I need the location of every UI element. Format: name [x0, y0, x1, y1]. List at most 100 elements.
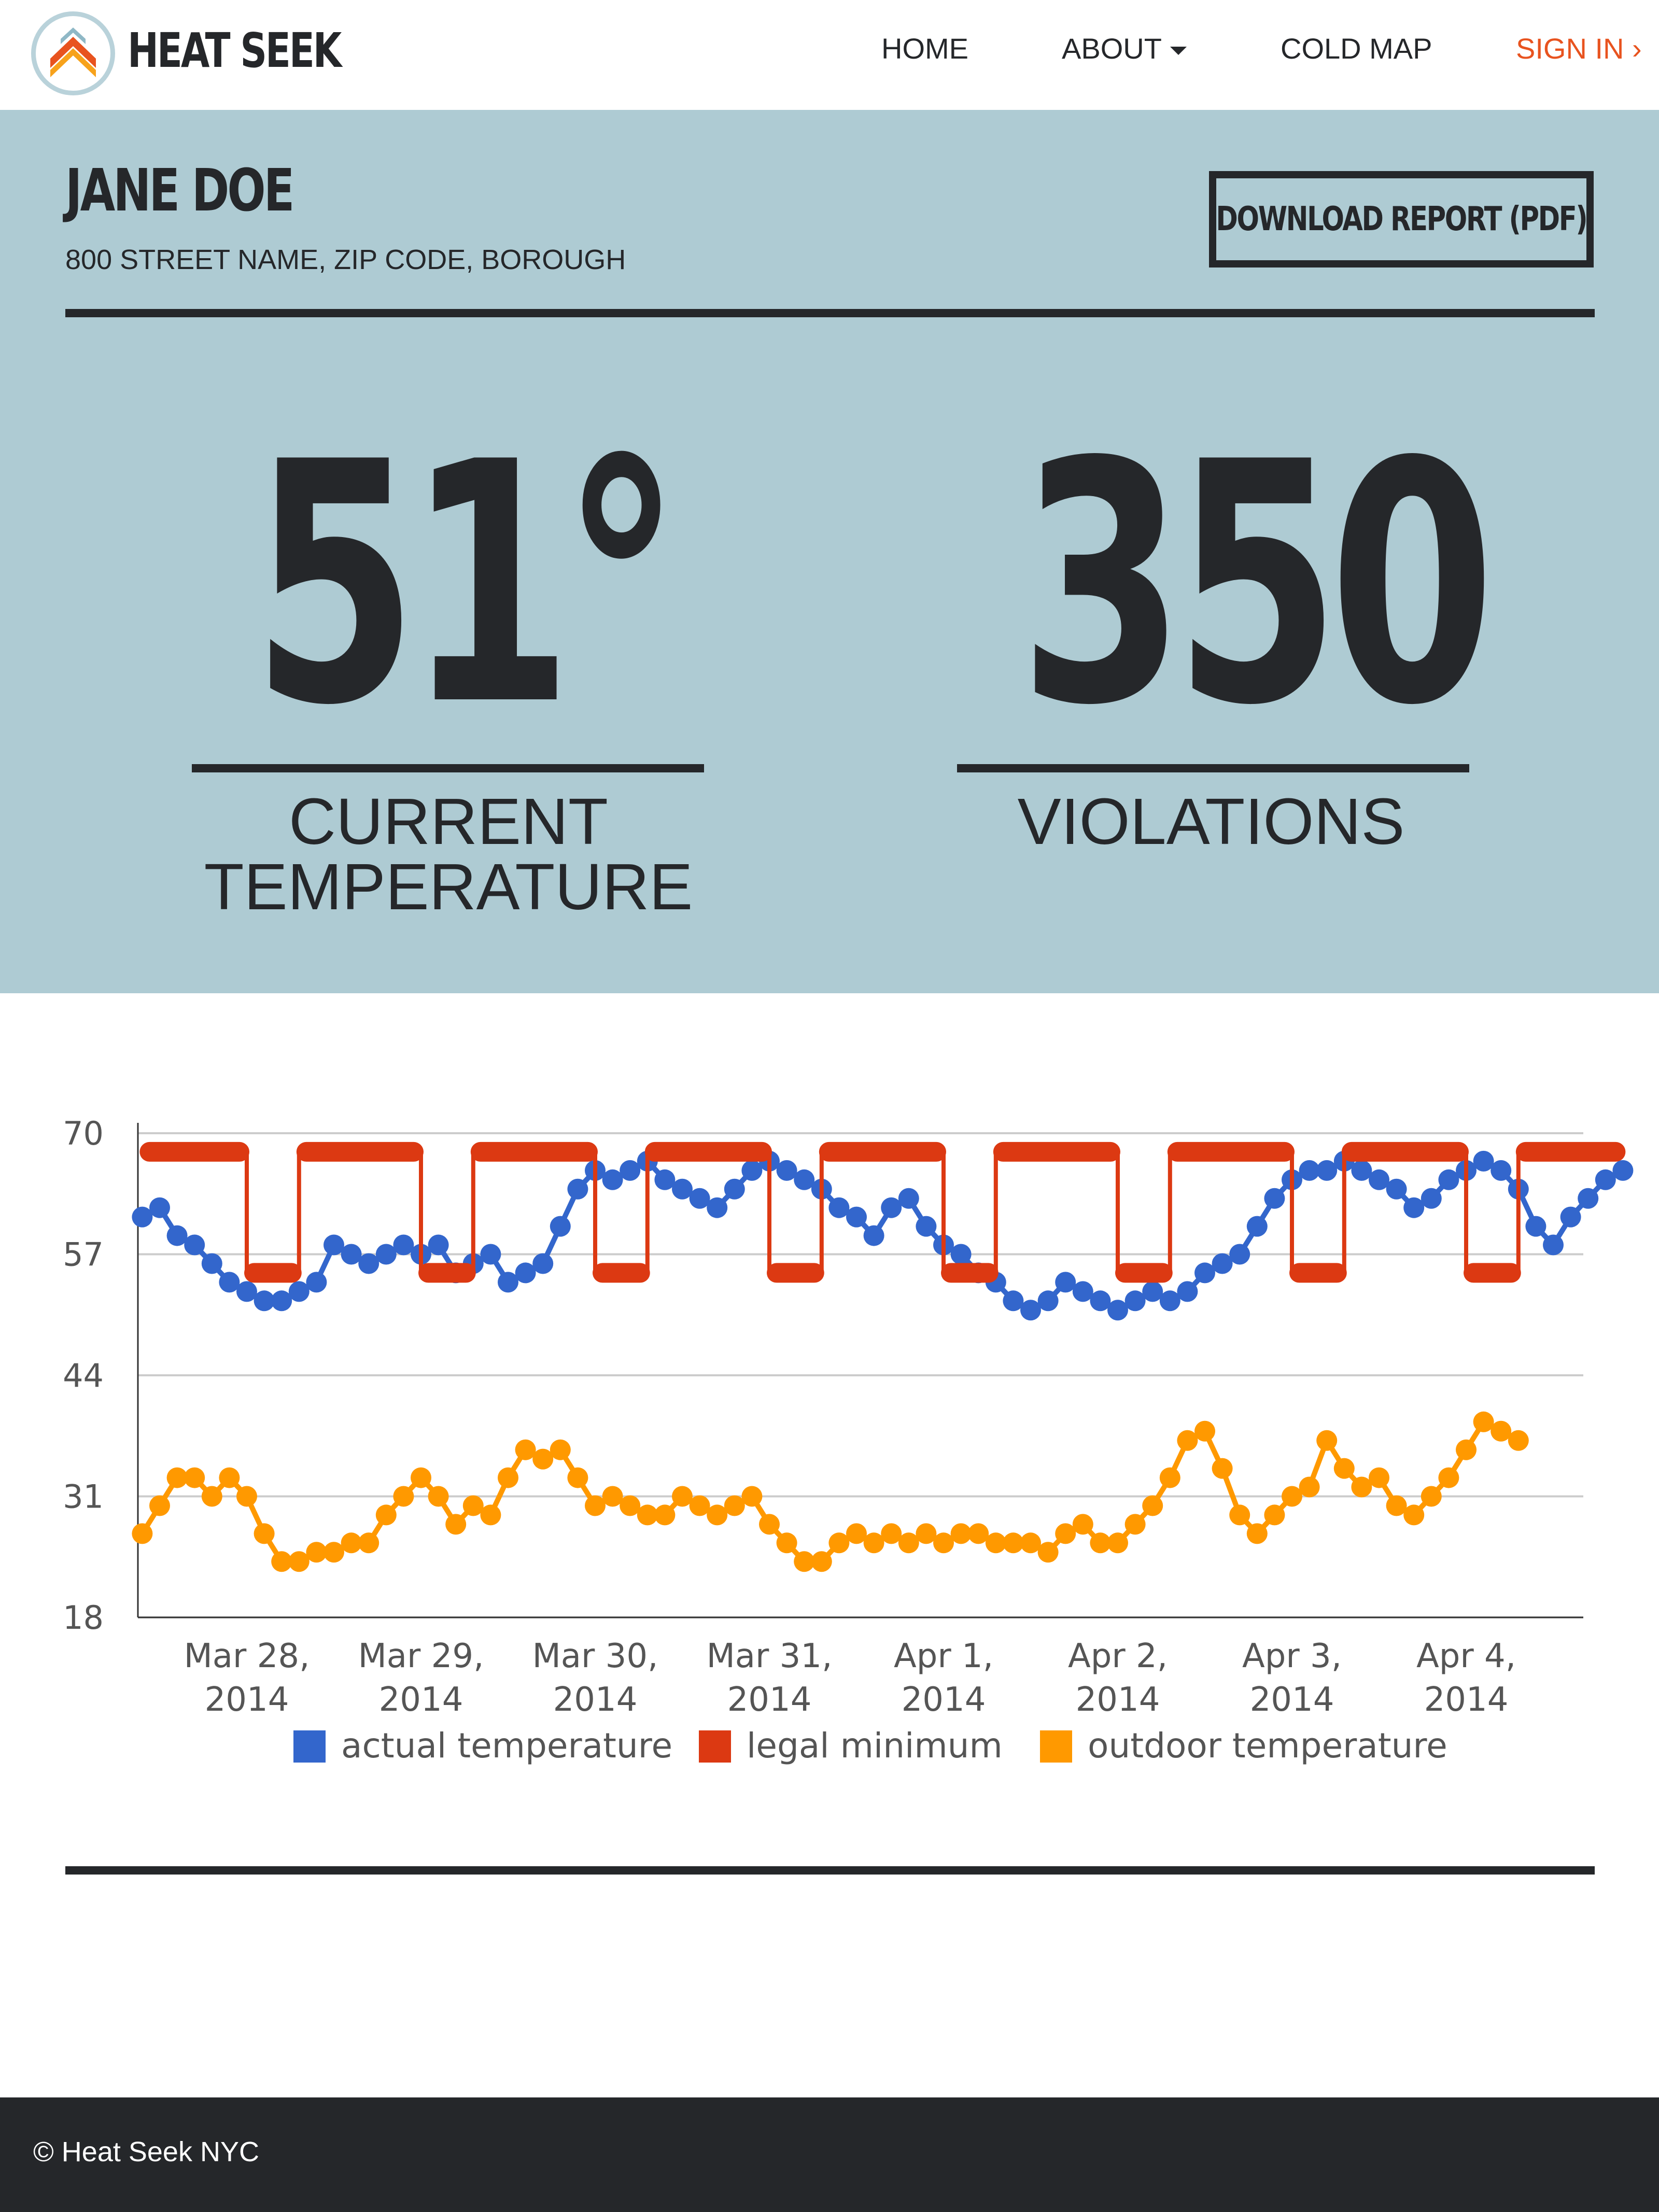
data-point	[515, 1262, 536, 1284]
x-tick-label: 2014	[553, 1681, 638, 1719]
data-point	[950, 1244, 972, 1265]
data-point	[132, 1206, 153, 1228]
data-point	[393, 1234, 414, 1256]
data-point	[776, 1532, 797, 1554]
data-point	[724, 1178, 745, 1200]
data-point	[1090, 1290, 1111, 1312]
data-point	[689, 1188, 710, 1209]
data-point	[462, 1495, 484, 1516]
data-point	[1246, 1523, 1268, 1544]
data-point	[1124, 1290, 1146, 1312]
data-point	[1282, 1486, 1302, 1507]
x-tick-label: 2014	[727, 1681, 812, 1719]
data-point	[1473, 1150, 1494, 1172]
data-point	[358, 1532, 379, 1554]
heat-seek-logo-icon[interactable]	[31, 11, 115, 95]
data-point	[1456, 1439, 1477, 1460]
x-tick-label: Apr 2,	[1068, 1637, 1168, 1675]
x-tick-label: Mar 31,	[707, 1637, 833, 1675]
y-tick-label: 18	[63, 1599, 104, 1637]
data-point	[741, 1486, 763, 1507]
data-point	[933, 1532, 954, 1554]
data-point	[166, 1467, 188, 1488]
data-point	[672, 1486, 693, 1507]
x-tick-label: Mar 28,	[184, 1637, 310, 1675]
data-point	[1491, 1160, 1512, 1181]
data-point	[306, 1272, 327, 1293]
footer-copyright: © Heat Seek NYC	[33, 2136, 259, 2167]
data-point	[1264, 1188, 1285, 1209]
data-point	[149, 1197, 170, 1218]
data-point	[1142, 1495, 1163, 1516]
data-point	[550, 1216, 571, 1237]
data-point	[1194, 1262, 1215, 1284]
x-tick-label: Apr 3,	[1242, 1637, 1342, 1675]
data-point	[1421, 1486, 1442, 1507]
data-point	[1212, 1253, 1233, 1274]
data-point	[1107, 1300, 1128, 1321]
legend-label: actual temperature	[341, 1726, 672, 1766]
data-point	[1159, 1290, 1180, 1312]
y-tick-label: 70	[63, 1115, 104, 1152]
data-point	[324, 1542, 344, 1563]
data-point	[968, 1523, 989, 1544]
data-point	[498, 1272, 518, 1293]
x-tick-label: 2014	[379, 1681, 463, 1719]
x-tick-label: 2014	[1250, 1681, 1334, 1719]
series-legal-minimum	[139, 1142, 1626, 1283]
data-point	[324, 1234, 344, 1256]
nav-cold-map-link[interactable]: COLD MAP	[1281, 32, 1432, 65]
data-point	[1386, 1178, 1407, 1200]
data-point	[1229, 1244, 1250, 1265]
data-point	[1246, 1216, 1268, 1237]
data-point	[707, 1504, 728, 1526]
data-point	[341, 1532, 362, 1554]
nav-home-link[interactable]: HOME	[881, 32, 968, 65]
x-tick-label: Apr 1,	[894, 1637, 993, 1675]
y-tick-label: 57	[63, 1236, 104, 1274]
data-point	[236, 1486, 257, 1507]
download-report-label: DOWNLOAD REPORT (PDF)	[1216, 200, 1588, 238]
x-tick-label: 2014	[1076, 1681, 1160, 1719]
x-tick-label: Mar 30,	[532, 1637, 658, 1675]
download-report-button[interactable]: DOWNLOAD REPORT (PDF)	[1209, 171, 1594, 267]
data-point	[254, 1523, 275, 1544]
data-point	[881, 1197, 902, 1218]
data-point	[1072, 1281, 1093, 1302]
data-point	[602, 1169, 623, 1190]
tenant-name: JANE DOE	[65, 157, 294, 224]
data-point	[480, 1244, 501, 1265]
data-point	[654, 1169, 676, 1190]
data-point	[1351, 1476, 1372, 1498]
data-point	[271, 1290, 292, 1312]
data-point	[1403, 1197, 1425, 1218]
violations-label: VIOLATIONS	[1017, 785, 1405, 858]
data-point	[428, 1486, 449, 1507]
data-point	[1229, 1504, 1250, 1526]
data-point	[1421, 1188, 1442, 1209]
nav-about-dropdown[interactable]: ABOUT	[1062, 34, 1187, 63]
nav-sign-in-link[interactable]: SIGN IN ›	[1516, 32, 1642, 65]
y-tick-label: 31	[63, 1478, 104, 1516]
data-point	[828, 1532, 850, 1554]
data-point	[881, 1523, 902, 1544]
data-point	[620, 1495, 641, 1516]
current-temperature-value: 51°	[251, 391, 681, 778]
data-point	[863, 1225, 884, 1246]
data-point	[1578, 1188, 1599, 1209]
brand-name[interactable]: HEAT SEEK	[128, 23, 342, 78]
data-point	[1055, 1272, 1076, 1293]
data-point	[985, 1532, 1006, 1554]
x-tick-label: 2014	[205, 1681, 289, 1719]
data-point	[1107, 1532, 1128, 1554]
data-point	[1124, 1514, 1146, 1535]
data-point	[1560, 1206, 1581, 1228]
data-point	[1020, 1300, 1041, 1321]
divider	[65, 309, 1595, 317]
data-point	[567, 1178, 588, 1200]
data-point	[498, 1467, 518, 1488]
x-tick-label: 2014	[1424, 1681, 1509, 1719]
data-point	[1612, 1160, 1634, 1181]
data-point	[654, 1504, 676, 1526]
data-point	[428, 1234, 449, 1256]
